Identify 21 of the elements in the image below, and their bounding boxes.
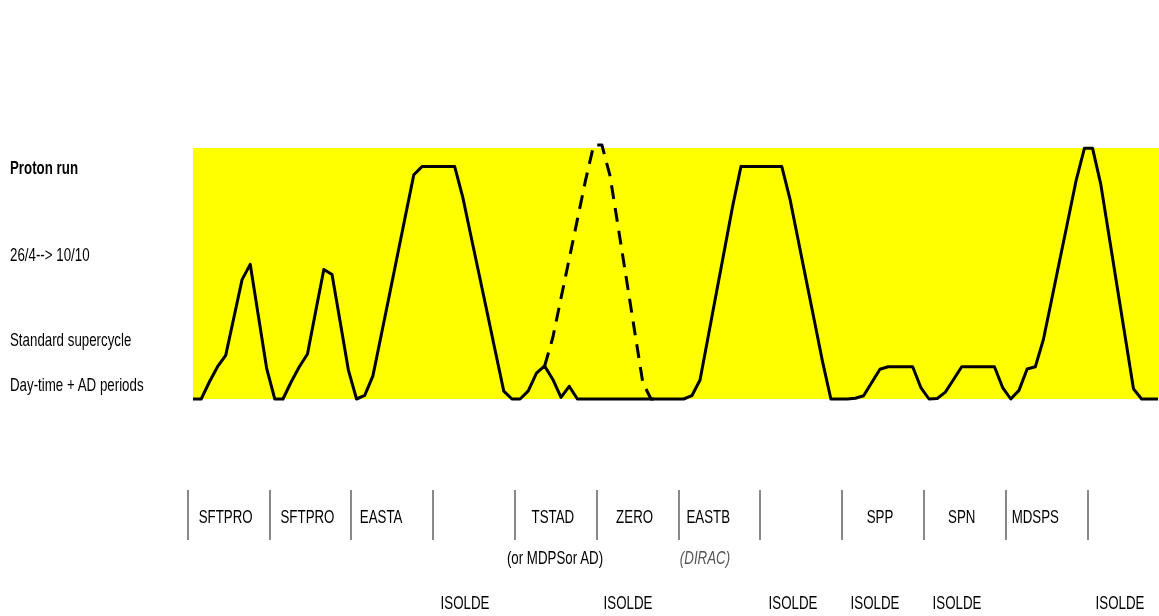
- x-tick-label: SFTPRO: [198, 507, 253, 527]
- text: ISOLDE: [440, 593, 490, 613]
- text: (or MDPSor AD): [506, 548, 604, 568]
- x-tick-label: SPN: [948, 507, 976, 527]
- text: ISOLDE: [932, 593, 982, 613]
- x-tick-label: EASTA: [359, 507, 403, 527]
- text: ISOLDE: [603, 593, 653, 613]
- text: ISOLDE: [768, 593, 818, 613]
- text: Proton run: [10, 158, 79, 178]
- text: Standard supercycle: [10, 330, 132, 350]
- x-tick-label: EASTB: [686, 507, 731, 527]
- x-tick-label: MDSPS: [1011, 507, 1060, 527]
- text: (DIRAC): [679, 548, 731, 568]
- x-tick-label: ZERO: [616, 507, 654, 527]
- x-tick-label: TSTAD: [531, 507, 575, 527]
- text: ISOLDE: [1095, 593, 1145, 613]
- x-tick-label: SFTPRO: [280, 507, 335, 527]
- text: Day-time + AD periods: [10, 375, 144, 395]
- text: ISOLDE: [850, 593, 900, 613]
- x-tick-label: SPP: [866, 507, 894, 527]
- text: 26/4--> 10/10: [10, 245, 90, 265]
